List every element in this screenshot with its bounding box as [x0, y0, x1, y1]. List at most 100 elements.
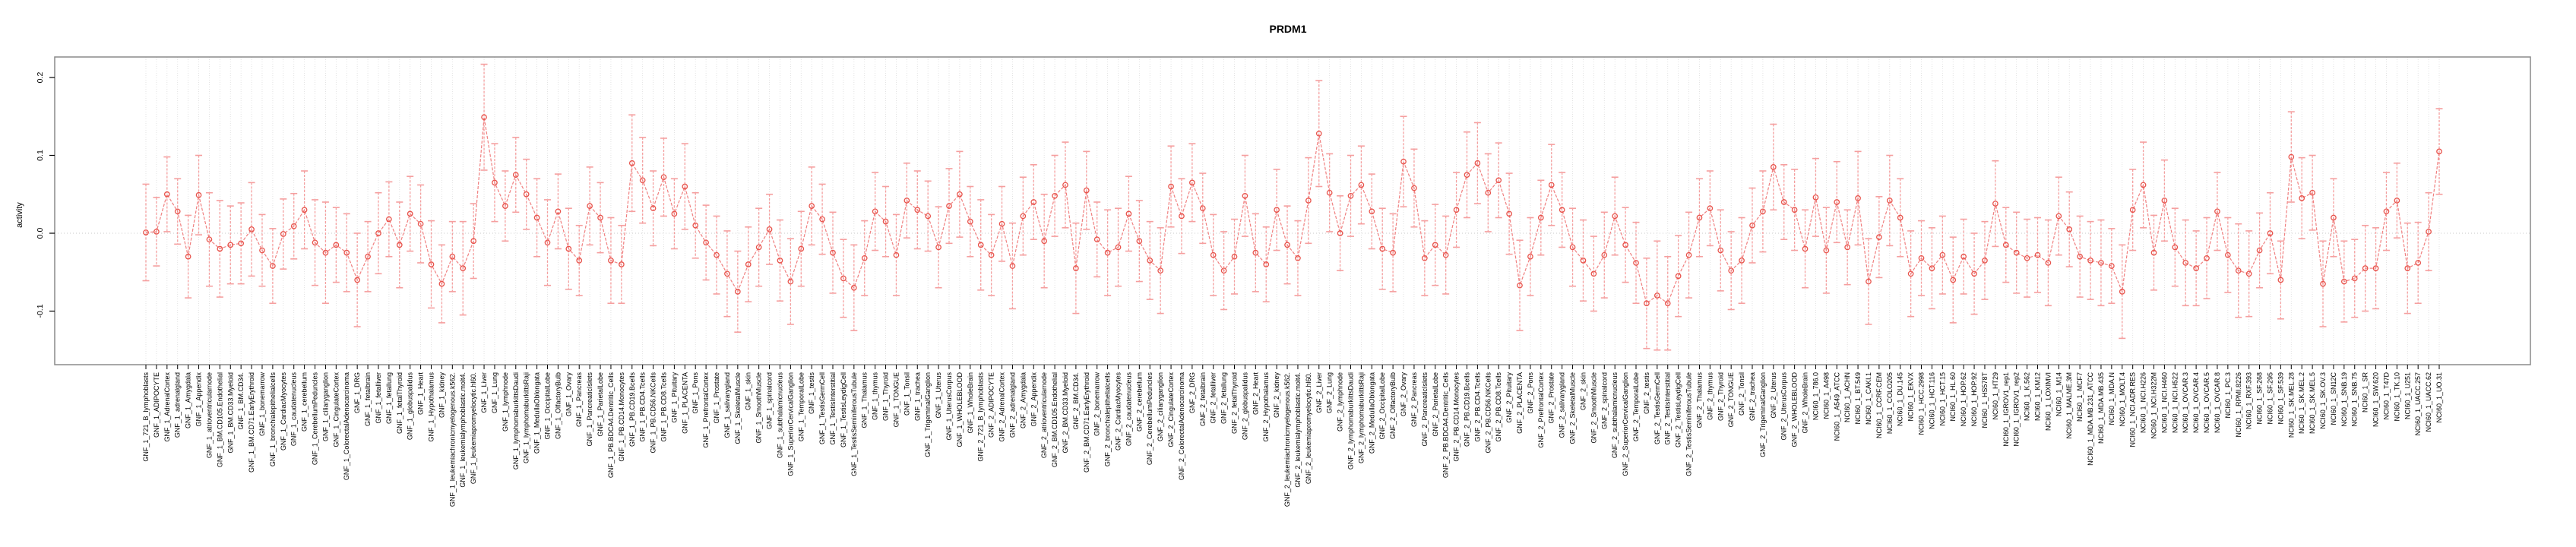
- x-tick-label: GNF_2_leukemiapromyelocytic.hl60.: [1305, 372, 1312, 484]
- data-point: [1136, 238, 1143, 245]
- data-point: [270, 263, 276, 269]
- data-point: [1379, 245, 1386, 252]
- x-tick-label: GNF_1_lymphnode: [502, 372, 509, 432]
- data-point: [1009, 263, 1016, 269]
- x-tick-label: GNF_1_Thalamus: [861, 372, 869, 428]
- x-tick-label: GNF_1_721_B_lymphoblasts: [142, 372, 150, 462]
- data-point: [914, 207, 921, 213]
- data-point: [1633, 260, 1639, 266]
- x-tick-label: GNF_2_atrioventricularnode: [1040, 372, 1048, 458]
- x-tick-label: NCI60_1_T47D: [2382, 372, 2390, 420]
- data-point: [195, 191, 202, 198]
- x-tick-label: GNF_2_PB.CD19.Bcells: [1463, 372, 1470, 447]
- plot-border: [54, 56, 2531, 365]
- x-tick-label: GNF_1_PB.CD19.Bcells: [628, 372, 636, 447]
- data-point: [1453, 207, 1460, 213]
- data-point: [343, 249, 350, 256]
- data-point: [1115, 244, 1122, 251]
- x-tick-label: GNF_2_DRG: [1188, 372, 1196, 413]
- data-point: [1358, 182, 1365, 188]
- x-tick-label: GNF_2_Prostate: [1548, 372, 1555, 424]
- data-point: [1442, 251, 1449, 258]
- data-point: [2394, 198, 2400, 204]
- data-point: [1125, 210, 1132, 217]
- data-point: [2077, 253, 2083, 260]
- x-tick-label: NCI60_1_BT.549: [1854, 372, 1862, 425]
- x-tick-label: GNF_2_TONGUE: [1727, 372, 1735, 427]
- x-tick-label: GNF_2_fetalliver: [1210, 372, 1217, 424]
- data-point: [365, 253, 371, 260]
- data-point: [396, 242, 403, 248]
- data-point: [1020, 213, 1027, 220]
- data-point: [1337, 230, 1343, 236]
- data-point: [967, 218, 973, 225]
- data-point: [935, 244, 941, 251]
- x-tick-label: NCI60_1_SF.268: [2256, 372, 2264, 425]
- gridlines: [145, 57, 2440, 365]
- x-tick-label: GNF_2_cerebellum: [1135, 372, 1143, 432]
- data-point: [1866, 278, 1872, 285]
- x-tick-label: GNF_1_spinalcord: [766, 372, 774, 429]
- data-point: [322, 249, 329, 256]
- x-tick-label: GNF_2_BM.CD33.Myeloid: [1062, 372, 1069, 454]
- x-tick-label: GNF_1_SkeletalMuscle: [734, 372, 742, 444]
- data-point: [2087, 258, 2093, 264]
- data-point: [819, 216, 825, 223]
- x-tick-label: GNF_1_TrigeminalGanglion: [924, 372, 932, 457]
- x-tick-label: GNF_2_fetalThyroid: [1231, 372, 1239, 434]
- data-point: [2415, 260, 2422, 266]
- data-point: [2426, 229, 2432, 235]
- data-point: [1210, 251, 1217, 258]
- error-bars: [142, 63, 2443, 351]
- data-point: [1548, 182, 1555, 188]
- x-tick-label: NCI60_1_SK.MEL.2: [2298, 372, 2305, 434]
- x-tick-label: NCI60_1_NCI.ADR.RES: [2129, 372, 2137, 447]
- data-point: [1622, 242, 1628, 248]
- data-point: [1274, 207, 1280, 213]
- data-point: [1897, 214, 1904, 221]
- x-tick-label: GNF_1_kidney: [438, 372, 445, 419]
- x-tick-label: NCI60_1_OVCAR.5: [2203, 372, 2210, 433]
- x-tick-label: GNF_1_AdrenalCortex: [163, 372, 171, 442]
- data-point: [745, 261, 752, 267]
- data-point: [2193, 265, 2199, 271]
- x-tick-label: NCI60_1_KM12: [2034, 372, 2042, 421]
- x-tick-label: GNF_1_cerebellum: [301, 372, 309, 432]
- data-point: [1295, 255, 1301, 261]
- data-point: [1728, 267, 1735, 274]
- x-tick-label: GNF_2_ParietalLobe: [1432, 372, 1439, 437]
- x-tick-label: GNF_2_OccipitalLobe: [1378, 372, 1386, 440]
- x-tick-label: NCI60_1_LOXIMVI: [2044, 372, 2052, 431]
- data-point: [354, 277, 361, 283]
- x-tick-label: NCI60_1_U251: [2404, 372, 2411, 419]
- x-tick-label: GNF_1_skin: [745, 372, 752, 410]
- y-tick-label: 0.0: [36, 228, 45, 239]
- x-tick-label: GNF_1_CardiacMyocytes: [280, 372, 287, 451]
- x-tick-label: GNF_1_testis: [808, 372, 815, 415]
- x-tick-label: GNF_2_AdrenalCortex: [998, 372, 1006, 442]
- data-point: [1052, 192, 1058, 199]
- data-point: [1929, 265, 1935, 271]
- x-tick-label: GNF_2_WHOLEBLOOD: [1791, 372, 1799, 447]
- data-point: [809, 203, 815, 209]
- x-tick-label: NCI60_1_HCT.15: [1938, 372, 1946, 426]
- data-point: [449, 253, 456, 260]
- data-point: [312, 239, 318, 246]
- x-tick-label: GNF_2_Pituitary: [1505, 372, 1513, 423]
- data-point: [555, 208, 562, 215]
- data-point: [280, 231, 286, 237]
- x-tick-label: GNF_2_UterusCorpus: [1780, 372, 1788, 441]
- data-point: [724, 270, 730, 277]
- data-point: [1041, 238, 1048, 245]
- data-point: [1601, 251, 1608, 258]
- data-point: [777, 258, 783, 264]
- data-point: [1263, 261, 1270, 267]
- data-point: [1537, 214, 1544, 221]
- data-point: [1664, 300, 1671, 307]
- data-point: [1717, 247, 1724, 254]
- x-tick-label: GNF_1_SmoothMuscle: [755, 372, 763, 444]
- data-point: [1612, 213, 1619, 220]
- data-point: [2331, 214, 2337, 221]
- data-point: [2299, 195, 2305, 201]
- y-tick-label: 0.2: [36, 72, 45, 84]
